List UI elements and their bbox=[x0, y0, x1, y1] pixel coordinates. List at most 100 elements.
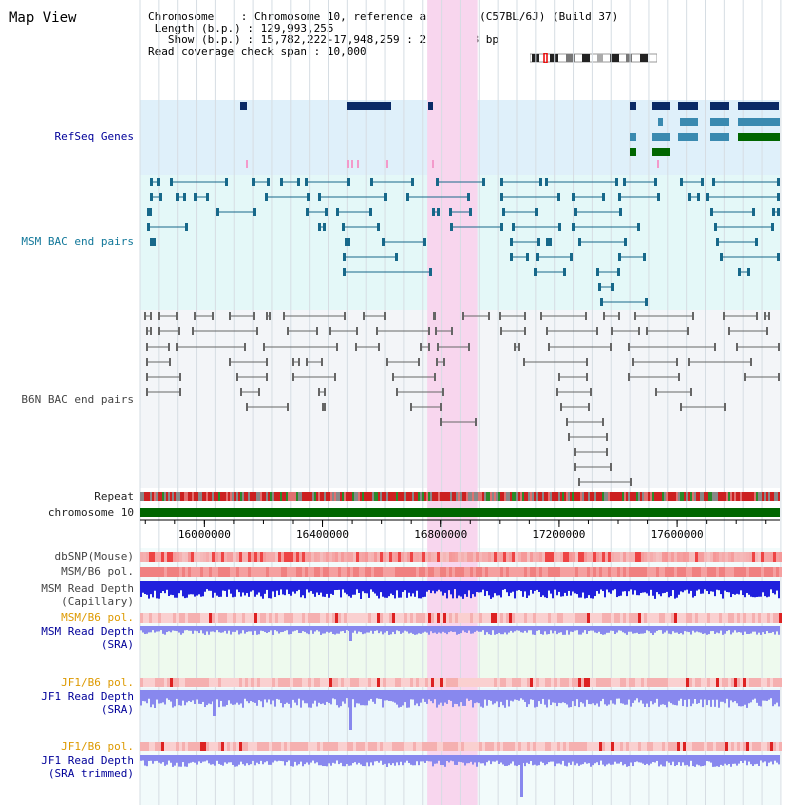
jf1-pol-strip bbox=[158, 678, 161, 687]
jf1-sra-depth bbox=[642, 690, 644, 704]
jf1-pol2-strip bbox=[572, 742, 575, 751]
jf1-sra-depth bbox=[702, 690, 704, 708]
msm-pol2-strip bbox=[362, 613, 365, 623]
repeat-mark bbox=[474, 492, 476, 501]
msm-sra-depth bbox=[264, 626, 266, 633]
jf1-pol2-strip bbox=[536, 742, 539, 751]
msm-capillary-depth bbox=[732, 581, 734, 595]
jf1-sra-depth bbox=[180, 690, 182, 706]
msm-bac-end bbox=[183, 193, 186, 201]
jf1-trim-depth bbox=[646, 755, 648, 764]
msm-sra-depth bbox=[446, 626, 448, 635]
track-label-b6n-bac[interactable]: B6N BAC end pairs bbox=[21, 393, 134, 406]
repeat-mark bbox=[360, 492, 362, 501]
repeat-mark bbox=[684, 492, 686, 501]
dbsnp-strip bbox=[746, 552, 749, 562]
jf1-trim-depth bbox=[744, 755, 746, 761]
repeat-mark bbox=[470, 492, 472, 501]
msm-pol-strip bbox=[710, 567, 713, 577]
msm-pol2-strip bbox=[200, 613, 203, 623]
jf1-trim-depth bbox=[738, 755, 740, 764]
dbsnp-strip bbox=[299, 552, 302, 562]
msm-capillary-depth bbox=[510, 581, 512, 593]
jf1-pol2-strip bbox=[413, 742, 416, 751]
msm-pol2-strip bbox=[665, 613, 668, 623]
track-label-refseq[interactable]: RefSeq Genes bbox=[54, 130, 134, 143]
b6n-bac-end bbox=[568, 433, 570, 441]
msm-sra-depth bbox=[526, 626, 528, 633]
jf1-trim-depth bbox=[766, 755, 768, 767]
jf1-pol-strip bbox=[545, 678, 548, 687]
jf1-trim-depth bbox=[198, 755, 200, 762]
msm-sra-depth bbox=[638, 626, 640, 634]
msm-sra-depth bbox=[456, 626, 458, 635]
repeat-mark bbox=[166, 492, 168, 501]
b6n-bac-end bbox=[756, 312, 758, 320]
jf1-pol-strip bbox=[635, 678, 638, 687]
jf1-pol-strip bbox=[641, 678, 644, 687]
b6n-bac-end bbox=[437, 343, 439, 351]
jf1-pol2-strip bbox=[209, 742, 212, 751]
msm-pol2-strip bbox=[398, 613, 401, 623]
msm-capillary-depth bbox=[298, 581, 300, 590]
msm-pol2-strip bbox=[410, 613, 413, 623]
track-label-msm-bac[interactable]: MSM BAC end pairs bbox=[21, 235, 134, 248]
b6n-bac-end bbox=[178, 327, 180, 335]
jf1-pol-strip bbox=[620, 678, 623, 687]
msm-pol-strip bbox=[236, 567, 239, 577]
jf1-trim-depth bbox=[192, 755, 194, 762]
msm-pol-strip bbox=[701, 567, 704, 577]
jf1-pol-strip bbox=[194, 678, 197, 687]
msm-sra-depth bbox=[760, 626, 762, 635]
b6n-bac-end bbox=[442, 388, 444, 396]
jf1-sra-depth bbox=[460, 690, 462, 703]
jf1-trim-depth bbox=[404, 755, 406, 763]
b6n-bac-end bbox=[355, 343, 357, 351]
dbsnp-strip bbox=[440, 552, 443, 562]
repeat-mark bbox=[346, 492, 348, 501]
jf1-sra-depth bbox=[168, 690, 170, 700]
msm-pol2-strip bbox=[422, 613, 425, 623]
jf1-sra-depth bbox=[712, 690, 714, 700]
repeat-mark bbox=[466, 492, 468, 501]
jf1-pol-strip bbox=[515, 678, 518, 687]
b6n-bac-end bbox=[628, 343, 630, 351]
repeat-mark bbox=[384, 492, 386, 501]
jf1-pol-strip bbox=[563, 678, 566, 687]
msm-sra-depth bbox=[572, 626, 574, 633]
msm-capillary-depth bbox=[578, 581, 580, 598]
jf1-trim-depth bbox=[716, 755, 718, 767]
msm-capillary-depth bbox=[330, 581, 332, 594]
msm-sra-depth bbox=[482, 626, 484, 631]
chromosome-ideogram[interactable] bbox=[530, 53, 657, 63]
msm-pol2-strip bbox=[572, 613, 575, 623]
dbsnp-strip bbox=[236, 552, 239, 562]
msm-capillary-depth bbox=[472, 581, 474, 595]
msm-bac-end bbox=[747, 268, 750, 276]
msm-pol2-strip bbox=[575, 613, 578, 623]
jf1-sra-depth bbox=[564, 690, 566, 704]
msm-bac-end bbox=[738, 268, 741, 276]
msm-capillary-depth bbox=[640, 581, 642, 593]
msm-capillary-depth bbox=[714, 581, 716, 597]
jf1-trim-depth bbox=[460, 755, 462, 763]
msm-pol-strip bbox=[269, 567, 272, 577]
jf1-trim-depth bbox=[424, 755, 426, 763]
msm-pol-strip bbox=[458, 567, 461, 577]
msm-capillary-depth bbox=[150, 581, 152, 595]
msm-pol-strip bbox=[464, 567, 467, 577]
msm-capillary-depth bbox=[400, 581, 402, 598]
jf1-sra-depth bbox=[474, 690, 476, 704]
jf1-pol-strip bbox=[737, 678, 740, 687]
jf1-trim-depth bbox=[150, 755, 152, 761]
jf1-sra-depth bbox=[730, 690, 732, 701]
msm-capillary-depth bbox=[550, 581, 552, 594]
b6n-bac-end bbox=[158, 327, 160, 335]
repeat-mark bbox=[458, 492, 460, 501]
msm-capillary-depth bbox=[644, 581, 646, 593]
repeat-mark bbox=[362, 492, 364, 501]
jf1-pol-strip bbox=[689, 678, 692, 687]
msm-capillary-depth bbox=[726, 581, 728, 593]
jf1-pol2-strip bbox=[380, 742, 383, 751]
